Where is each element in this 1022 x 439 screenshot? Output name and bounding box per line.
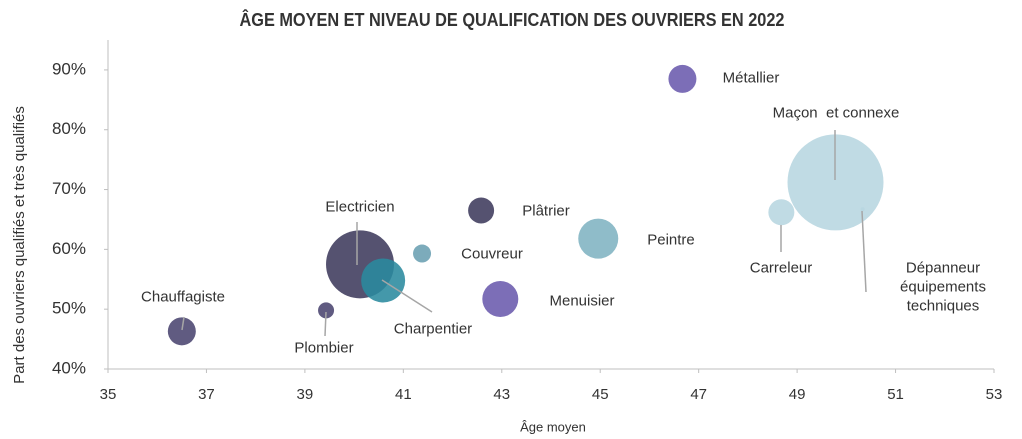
leader-line [861,210,867,293]
leader-line [324,311,327,337]
leader-line [381,279,433,313]
leader-line [181,316,185,331]
y-axis-label: Part des ouvriers qualifiés et très qual… [11,106,28,384]
y-tick-label: 40% [52,358,86,377]
bubble [167,317,196,346]
y-tick-label: 70% [52,179,86,198]
point-label: Charpentier [393,320,473,338]
bubble [482,281,519,318]
x-tick-label: 35 [100,386,117,403]
bubble [768,199,795,226]
y-tick-label: 60% [52,239,86,258]
point-label: Dépanneur équipements techniques [900,259,991,315]
bubble [578,218,619,259]
y-tick-label: 80% [52,119,86,138]
point-label: Electricien [325,198,395,216]
bubble [668,64,697,93]
x-tick-label: 43 [493,386,510,403]
point-label: Carreleur [749,259,813,277]
x-tick-label: 39 [297,386,314,403]
point-label: Chauffagiste [141,288,225,306]
point-label: Maçon et connexe [772,104,900,122]
bubble [860,207,865,212]
x-tick-label: 37 [198,386,215,403]
bubble [413,244,432,263]
chart-title: ÂGE MOYEN ET NIVEAU DE QUALIFICATION DES… [240,9,785,30]
bubble [468,197,495,224]
bubble [787,134,884,231]
x-tick-label: 49 [789,386,806,403]
y-tick-label: 50% [52,299,86,318]
point-label: Couvreur [461,245,523,263]
point-label: Métallier [722,69,780,87]
y-tick-label: 90% [52,59,86,78]
point-label: Plâtrier [522,202,570,220]
x-tick-label: 45 [592,386,609,403]
x-tick-label: 41 [395,386,412,403]
x-tick-label: 47 [690,386,707,403]
bubble [318,302,335,319]
x-tick-label: 53 [986,386,1003,403]
point-label: Menuisier [549,292,615,310]
point-label: Peintre [647,231,695,249]
x-tick-label: 51 [887,386,904,403]
point-label: Plombier [294,339,354,357]
x-axis-label: Âge moyen [520,419,586,434]
